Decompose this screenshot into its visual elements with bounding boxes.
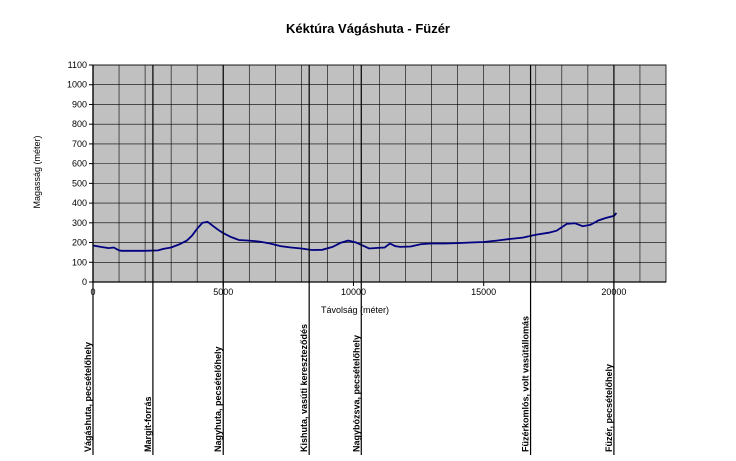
y-tick-label: 500 [72,178,87,188]
y-tick-label: 0 [82,277,87,287]
waypoint-label: Füzér, pecsételőhely [604,364,614,452]
waypoint-label: Nagyhuta, pecsételőhely [213,346,223,452]
y-tick-label: 900 [72,99,87,109]
y-tick-label: 300 [72,218,87,228]
y-tick-label: 400 [72,198,87,208]
x-tick-label: 10000 [341,287,366,297]
waypoint-label: Füzérkomlós, volt vasútállomás [521,316,531,452]
y-axis-ticks: 0 100 200 300 400 500 600 700 800 900 1000 1100 [67,60,93,287]
x-axis-label: Távolság (méter) [321,305,389,315]
y-tick-label: 100 [72,257,87,267]
waypoint-markers: Vágáshuta, pecsételőhely Margit-forrás Nag… [83,65,615,455]
x-tick-label: 15000 [471,287,496,297]
grid-lines [93,64,666,283]
chart-title: Kéktúra Vágáshuta - Füzér [286,21,450,36]
waypoint-label: Kishuta, vasúti kereszteződés [299,324,309,452]
waypoint-label: Vágáshuta, pecsételőhely [83,342,93,452]
y-tick-label: 700 [72,139,87,149]
y-axis-label: Magasság (méter) [32,135,42,208]
y-tick-label: 800 [72,119,87,129]
y-tick-label: 600 [72,159,87,169]
waypoint-label: Nagybózsva, pecsételőhely [351,335,361,452]
y-tick-label: 1100 [68,60,87,70]
y-tick-label: 1000 [67,80,87,90]
waypoint-label: Margit-forrás [143,396,153,452]
y-tick-label: 200 [72,238,87,248]
elevation-line [92,212,618,252]
